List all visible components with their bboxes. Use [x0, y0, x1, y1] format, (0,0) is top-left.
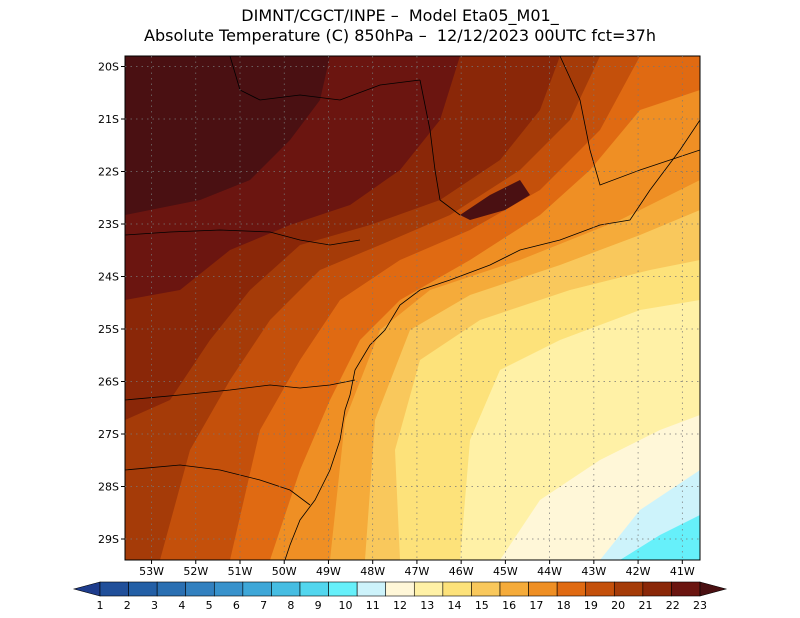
- colorbar-label: 6: [233, 599, 240, 612]
- y-tick-label: 24S: [98, 271, 119, 284]
- y-tick-label: 25S: [98, 323, 119, 336]
- y-tick-label: 20S: [98, 61, 119, 74]
- colorbar-swatch: [242, 581, 272, 597]
- y-tick-label: 23S: [98, 218, 119, 231]
- colorbar-swatch: [528, 581, 558, 597]
- x-tick-label: 44W: [537, 565, 562, 578]
- colorbar-label: 16: [502, 599, 516, 612]
- colorbar-label: 11: [366, 599, 380, 612]
- colorbar-swatch: [356, 581, 387, 597]
- y-tick-label: 22S: [98, 166, 119, 179]
- colorbar-swatch: [213, 581, 244, 597]
- colorbar-label: 18: [557, 599, 571, 612]
- x-axis: 53W 52W 51W 50W 49W 48W 47W 46W 45W 44W 43W 42W 41W: [139, 560, 695, 578]
- colorbar-swatch: [413, 581, 444, 597]
- y-tick-label: 29S: [98, 533, 119, 546]
- colorbar-swatch: [556, 581, 587, 597]
- colorbar-label: 21: [638, 599, 652, 612]
- colorbar: 1 2 3 4 5 6 7 8 9 10 11 12 13 14 15 16 17 18 19 20 21 22 23: [72, 581, 728, 612]
- colorbar-swatch: [99, 581, 129, 597]
- y-tick-label: 28S: [98, 481, 119, 494]
- x-tick-label: 53W: [139, 565, 164, 578]
- colorbar-swatch: [442, 581, 472, 597]
- colorbar-label: 3: [151, 599, 158, 612]
- colorbar-label: 19: [584, 599, 598, 612]
- colorbar-label: 10: [338, 599, 352, 612]
- x-tick-label: 46W: [449, 565, 474, 578]
- colorbar-swatch: [185, 581, 215, 597]
- temperature-band-10: [620, 515, 700, 560]
- colorbar-swatch: [499, 581, 529, 597]
- colorbar-label: 4: [178, 599, 185, 612]
- colorbar-swatch: [613, 581, 644, 597]
- colorbar-label: 9: [315, 599, 322, 612]
- colorbar-swatch: [271, 581, 301, 597]
- y-axis: 20S 21S 22S 23S 24S 25S 26S 27S 28S 29S: [98, 61, 125, 546]
- colorbar-swatch: [328, 581, 358, 597]
- x-tick-label: 50W: [272, 565, 297, 578]
- temperature-band-23: [125, 56, 330, 215]
- colorbar-label: 17: [529, 599, 543, 612]
- colorbar-label: 1: [97, 599, 104, 612]
- colorbar-swatch: [699, 581, 728, 597]
- colorbar-label: 14: [448, 599, 462, 612]
- y-tick-label: 21S: [98, 113, 119, 126]
- colorbar-label: 2: [124, 599, 131, 612]
- x-tick-label: 42W: [626, 565, 651, 578]
- colorbar-label: 23: [693, 599, 707, 612]
- colorbar-label: 13: [420, 599, 434, 612]
- colorbar-swatch: [671, 581, 701, 597]
- x-tick-label: 49W: [316, 565, 341, 578]
- x-tick-label: 48W: [360, 565, 385, 578]
- x-tick-label: 43W: [581, 565, 606, 578]
- colorbar-label: 22: [666, 599, 680, 612]
- colorbar-swatch: [642, 581, 672, 597]
- colorbar-label: 8: [287, 599, 294, 612]
- y-tick-label: 26S: [98, 376, 119, 389]
- gridlines: [125, 56, 700, 560]
- plot-frame: [124, 55, 701, 561]
- x-tick-label: 41W: [670, 565, 695, 578]
- colorbar-swatch: [471, 581, 501, 597]
- temperature-band-23: [460, 180, 530, 220]
- colorbar-label: 12: [393, 599, 407, 612]
- chart-title: DIMNT/CGCT/INPE – Model Eta05_M01_: [241, 6, 559, 25]
- x-tick-label: 45W: [493, 565, 518, 578]
- y-tick-label: 27S: [98, 428, 119, 441]
- colorbar-swatch: [128, 581, 158, 597]
- colorbar-label: 7: [260, 599, 267, 612]
- colorbar-swatch: [156, 581, 187, 597]
- colorbar-swatch: [72, 581, 101, 597]
- colorbar-label: 20: [611, 599, 625, 612]
- colorbar-label: 15: [475, 599, 489, 612]
- chart-subtitle: Absolute Temperature (C) 850hPa – 12/12/…: [144, 26, 656, 45]
- colorbar-swatch: [299, 581, 329, 597]
- colorbar-label: 5: [206, 599, 213, 612]
- colorbar-swatch: [385, 581, 415, 597]
- temperature-field: [125, 56, 700, 560]
- x-tick-label: 52W: [183, 565, 208, 578]
- x-tick-label: 47W: [404, 565, 429, 578]
- colorbar-swatch: [585, 581, 615, 597]
- x-tick-label: 51W: [228, 565, 253, 578]
